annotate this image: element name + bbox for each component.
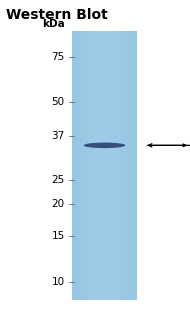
Bar — [120, 31, 121, 300]
Bar — [131, 31, 133, 300]
Bar — [112, 31, 113, 300]
Bar — [101, 31, 103, 300]
Bar — [95, 31, 96, 300]
Bar — [115, 31, 116, 300]
Bar — [132, 31, 134, 300]
Bar — [74, 31, 76, 300]
Bar — [77, 31, 78, 300]
Bar — [124, 31, 125, 300]
Bar — [116, 31, 118, 300]
Bar — [123, 31, 124, 300]
Bar — [106, 31, 107, 300]
Ellipse shape — [84, 142, 125, 148]
Bar — [88, 31, 90, 300]
Bar — [126, 31, 127, 300]
Bar — [129, 31, 131, 300]
Bar — [97, 31, 98, 300]
Bar — [92, 31, 93, 300]
Bar — [82, 31, 83, 300]
Bar — [134, 31, 135, 300]
Bar — [75, 31, 77, 300]
Bar — [100, 31, 101, 300]
Bar — [78, 31, 79, 300]
Bar — [94, 31, 95, 300]
Bar — [119, 31, 120, 300]
Bar — [85, 31, 86, 300]
Bar — [128, 31, 129, 300]
Bar — [86, 31, 87, 300]
Bar — [99, 31, 100, 300]
Bar — [111, 31, 112, 300]
Bar — [80, 31, 81, 300]
Bar — [109, 31, 110, 300]
Text: Western Blot: Western Blot — [6, 8, 108, 22]
Bar — [107, 31, 108, 300]
Bar — [127, 31, 128, 300]
Bar — [72, 31, 137, 300]
Text: 25: 25 — [51, 175, 65, 184]
Text: 75: 75 — [51, 52, 65, 62]
Bar — [117, 31, 119, 300]
Bar — [84, 31, 85, 300]
Bar — [130, 31, 132, 300]
Bar — [83, 31, 84, 300]
Bar — [113, 31, 114, 300]
Text: 50: 50 — [51, 97, 65, 108]
Bar — [87, 31, 89, 300]
Bar — [79, 31, 80, 300]
Bar — [73, 31, 74, 300]
Bar — [108, 31, 109, 300]
Bar — [135, 31, 136, 300]
Bar — [105, 31, 106, 300]
Text: kDa: kDa — [42, 19, 65, 29]
Bar — [125, 31, 126, 300]
Bar — [98, 31, 99, 300]
Bar — [102, 31, 104, 300]
Text: 10: 10 — [51, 277, 65, 287]
Bar — [96, 31, 97, 300]
Bar — [136, 31, 137, 300]
Bar — [122, 31, 123, 300]
Bar — [81, 31, 82, 300]
Bar — [72, 31, 74, 300]
Bar — [90, 31, 92, 300]
Bar — [121, 31, 122, 300]
Bar — [89, 31, 91, 300]
Text: 37: 37 — [51, 131, 65, 141]
Bar — [103, 31, 105, 300]
Bar — [110, 31, 111, 300]
Text: 20: 20 — [51, 199, 65, 210]
Bar — [114, 31, 116, 300]
Text: 15: 15 — [51, 231, 65, 241]
Bar — [93, 31, 94, 300]
